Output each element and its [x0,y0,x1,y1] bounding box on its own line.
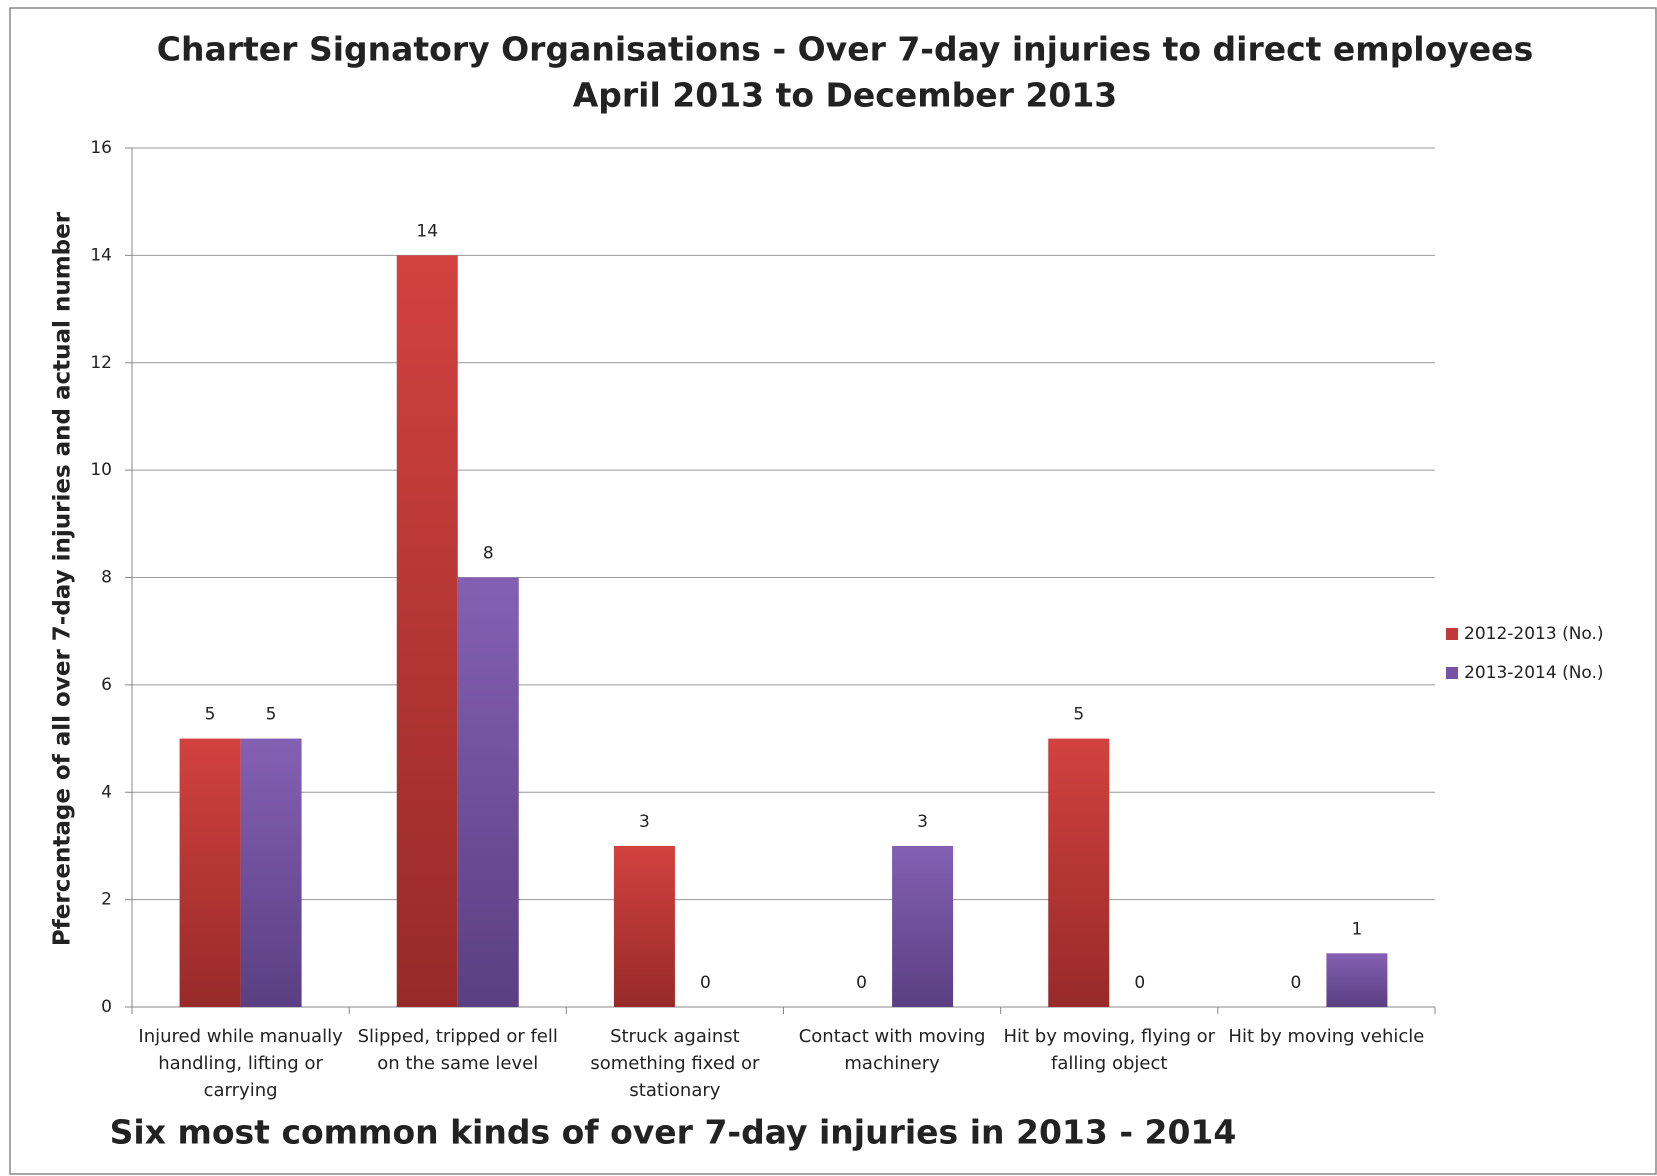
y-tick-label: 0 [101,997,112,1017]
y-tick-label: 12 [90,353,112,373]
bar [457,577,519,1007]
data-label: 5 [1073,705,1084,725]
bar [613,845,675,1007]
data-label: 0 [856,973,867,993]
bar [240,738,302,1007]
x-tick-label: Contact with moving machinery [798,1026,986,1074]
y-tick-label: 2 [101,890,112,910]
data-label: 8 [483,544,494,564]
data-label: 0 [1134,973,1145,993]
x-axis-title: Six most common kinds of over 7-day inju… [110,1113,1237,1152]
bar [1326,953,1388,1007]
bar [396,255,458,1007]
y-tick-label: 14 [90,245,112,265]
y-tick-label: 6 [101,675,112,695]
data-label: 0 [700,973,711,993]
x-tick-label-box: Contact with moving machinery [798,1026,986,1074]
x-tick-label: Slipped, tripped or fell on the same lev… [357,1026,558,1074]
y-axis-title: Pfercentage of all over 7-day injuries a… [50,211,76,946]
legend-label: 2012-2013 (No.) [1464,624,1604,644]
data-label: 5 [205,705,216,725]
data-label: 3 [917,812,928,832]
chart-title: Charter Signatory Organisations - Over 7… [157,30,1533,69]
bar [179,738,241,1007]
legend-swatch [1446,628,1458,640]
y-tick-label: 8 [101,568,112,588]
x-tick-label-box: Hit by moving, flying or falling object [1003,1026,1216,1074]
x-tick-label: Injured while manually handling, lifting… [138,1026,343,1101]
y-tick-label: 4 [101,782,112,802]
data-label: 3 [639,812,650,832]
x-tick-label-box: Struck against something fixed or statio… [590,1026,760,1101]
data-label: 5 [266,705,277,725]
legend-swatch [1446,667,1458,679]
chart-subtitle: April 2013 to December 2013 [573,76,1118,115]
x-tick-label-box: Hit by moving vehicle [1228,1026,1425,1047]
x-tick-label: Hit by moving, flying or falling object [1003,1026,1216,1074]
x-tick-label-box: Slipped, tripped or fell on the same lev… [357,1026,558,1074]
bar [892,845,954,1007]
data-label: 14 [416,221,438,241]
bar [1048,738,1110,1007]
x-tick-label: Hit by moving vehicle [1228,1026,1425,1047]
y-tick-label: 10 [90,460,112,480]
x-tick-label: Struck against something fixed or statio… [590,1026,760,1101]
y-tick-label: 16 [90,138,112,158]
legend-label: 2013-2014 (No.) [1464,663,1604,683]
x-tick-label-box: Injured while manually handling, lifting… [138,1026,343,1101]
data-label: 1 [1352,919,1363,939]
data-label: 0 [1291,973,1302,993]
